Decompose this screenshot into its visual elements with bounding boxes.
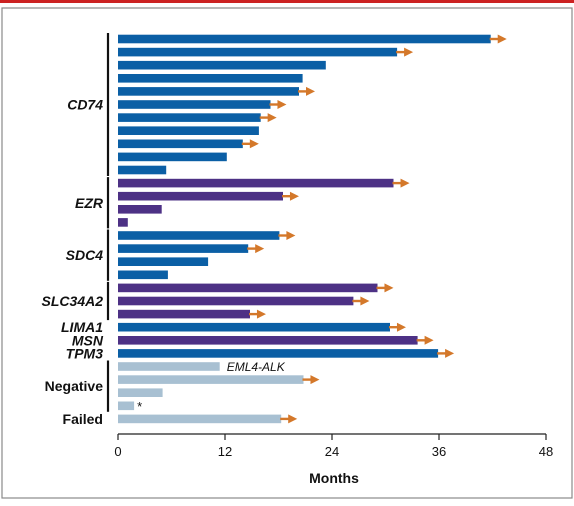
- x-tick-label: 36: [432, 444, 446, 459]
- bar: [118, 47, 398, 57]
- x-tick-label: 48: [539, 444, 553, 459]
- bar: [118, 152, 227, 162]
- ongoing-arrow-head: [310, 375, 320, 385]
- ongoing-arrow-head: [424, 335, 434, 345]
- bars-layer: EML4-ALK *: [118, 34, 507, 424]
- ongoing-arrow-head: [267, 113, 277, 123]
- group-label: Failed: [63, 411, 103, 427]
- bar: [118, 270, 168, 280]
- bar-annotation: *: [137, 399, 142, 414]
- group-label: SLC34A2: [42, 293, 104, 309]
- bar: [118, 113, 261, 122]
- ongoing-arrow-head: [288, 414, 298, 424]
- bar: [118, 34, 491, 44]
- bar: [118, 178, 394, 188]
- x-axis: 0 12 24 36 48: [114, 433, 553, 459]
- x-axis-label: Months: [309, 470, 359, 486]
- bar: [118, 74, 303, 83]
- bar: [118, 244, 249, 253]
- group-label: Negative: [45, 378, 104, 394]
- group-label: LIMA1: [61, 319, 103, 335]
- bar: [118, 218, 128, 227]
- panel-border: [1, 7, 573, 499]
- ongoing-arrow-head: [404, 47, 414, 57]
- bar: [118, 349, 439, 358]
- group-label: SDC4: [66, 247, 104, 263]
- ongoing-arrow-head: [360, 296, 370, 306]
- bar: [118, 309, 250, 319]
- bar: [118, 322, 390, 332]
- ongoing-arrow-head: [256, 309, 266, 319]
- ongoing-arrow-head: [306, 86, 316, 96]
- bar: [118, 401, 135, 411]
- ongoing-arrow-head: [249, 139, 259, 149]
- bar: [118, 257, 209, 266]
- bar: [118, 60, 326, 70]
- bar: [118, 165, 167, 175]
- bar: [118, 283, 378, 293]
- group-label: CD74: [67, 97, 103, 113]
- bar: [118, 231, 280, 240]
- group-label: EZR: [75, 195, 104, 211]
- bar: [118, 296, 354, 306]
- ongoing-arrow-head: [396, 322, 406, 332]
- bar: [118, 139, 243, 149]
- bar: [118, 375, 304, 384]
- x-tick-label: 0: [114, 444, 121, 459]
- bar: [118, 191, 283, 201]
- bar: [118, 388, 163, 397]
- ongoing-arrow-head: [255, 244, 265, 254]
- bar: [118, 336, 418, 345]
- ongoing-arrow-head: [289, 191, 299, 201]
- group-label: MSN: [72, 332, 104, 348]
- bar: [118, 100, 271, 109]
- ongoing-arrow-head: [497, 34, 507, 44]
- x-tick-label: 24: [325, 444, 339, 459]
- bar: [118, 87, 299, 96]
- bar: [118, 126, 259, 135]
- ongoing-arrow-head: [286, 231, 296, 240]
- ongoing-arrow-head: [384, 283, 394, 293]
- ongoing-arrow-head: [400, 178, 410, 188]
- ongoing-arrow-head: [445, 348, 455, 358]
- ongoing-arrow-head: [277, 100, 287, 109]
- bar: [118, 205, 162, 214]
- bar-annotation: EML4-ALK: [227, 360, 286, 374]
- bar: [118, 414, 282, 424]
- group-label: TPM3: [66, 345, 104, 361]
- x-tick-label: 12: [218, 444, 232, 459]
- bar: [118, 362, 220, 371]
